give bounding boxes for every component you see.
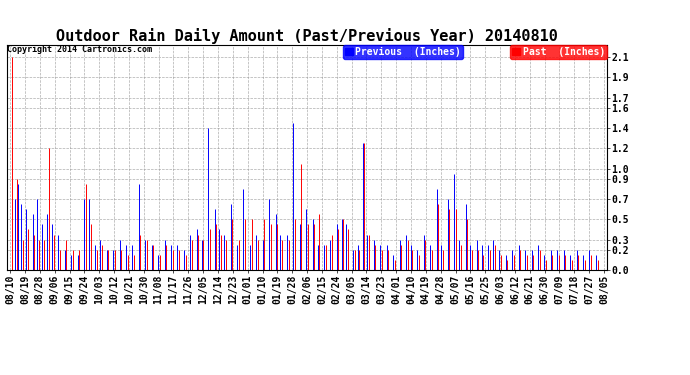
Text: Copyright 2014 Cartronics.com: Copyright 2014 Cartronics.com [7,45,152,54]
Legend: Past  (Inches): Past (Inches) [511,45,607,59]
Title: Outdoor Rain Daily Amount (Past/Previous Year) 20140810: Outdoor Rain Daily Amount (Past/Previous… [56,28,558,44]
